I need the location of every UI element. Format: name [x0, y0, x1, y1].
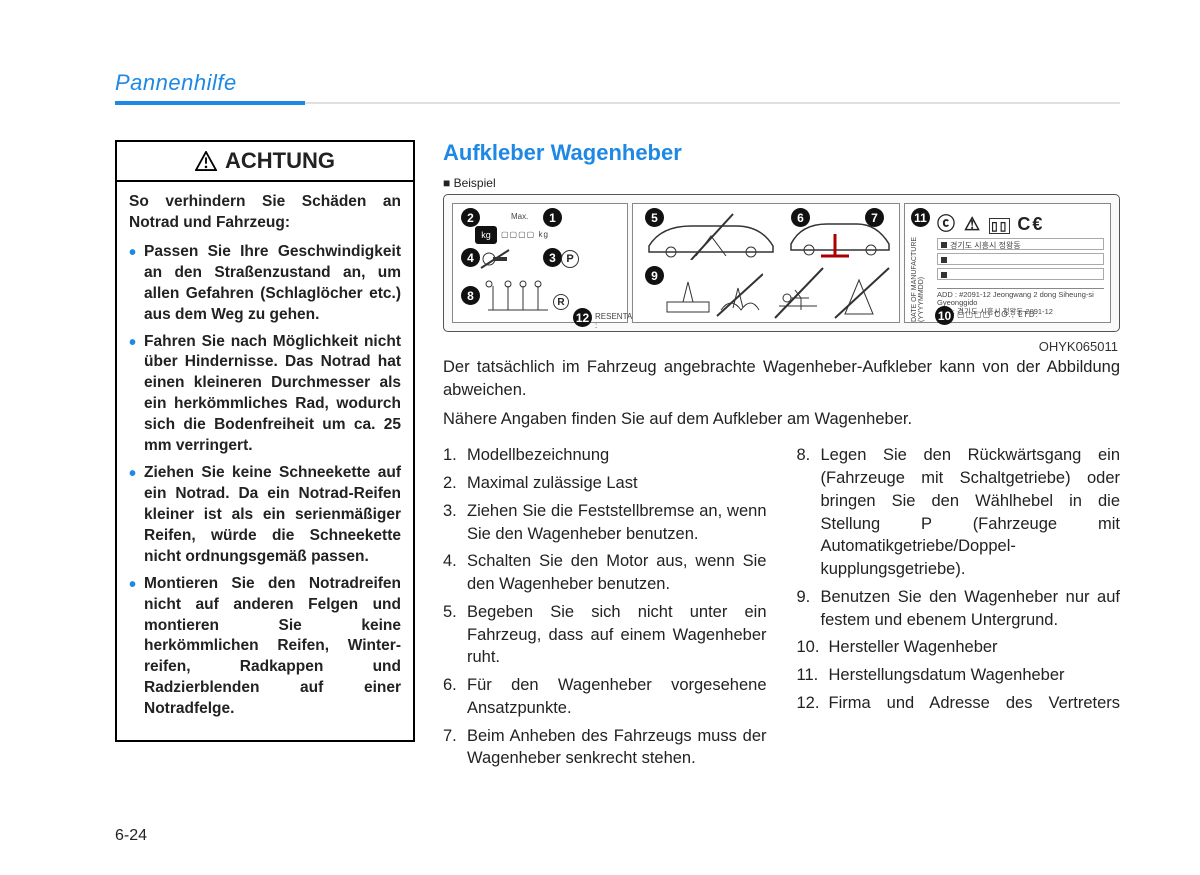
numbered-list-right: 8.Legen Sie den Rückwärtsgang ein (Fahrz…: [797, 444, 1121, 775]
example-label: ■ Beispiel: [443, 176, 1120, 190]
figure-caption: Nähere Angaben finden Sie auf dem Aufkle…: [443, 408, 1120, 431]
figure-code: OHYK065011: [1039, 339, 1118, 354]
section-header: Pannenhilfe: [115, 70, 1120, 96]
page-number: 6-24: [115, 827, 147, 845]
list-item: 9.Benutzen Sie den Wagenheber nur auf fe…: [797, 586, 1121, 632]
list-item: 11.Herstellungsdatum Wagenheber: [797, 664, 1121, 687]
list-item: 7.Beim Anheben des Fahrzeugs muss der Wa…: [443, 725, 767, 771]
warning-lead: So verhindern Sie Schäden an Notrad und …: [129, 192, 401, 234]
warning-bullet: •Passen Sie Ihre Geschwindig­keit an den…: [129, 242, 401, 326]
list-item: 2.Maximal zulässige Last: [443, 472, 767, 495]
list-item: 1.Modellbezeichnung: [443, 444, 767, 467]
warning-heading: ACHTUNG: [117, 142, 413, 182]
warning-bullet: •Fahren Sie nach Möglichkeit nicht über …: [129, 332, 401, 458]
warning-bullet: •Ziehen Sie keine Schneekette auf ein No…: [129, 463, 401, 568]
subsection-title: Aufkleber Wagenheber: [443, 140, 1120, 166]
warning-box: ACHTUNG So verhindern Sie Schäden an Not…: [115, 140, 415, 742]
list-item: 12.Firma und Adresse des Vertreters: [797, 692, 1121, 715]
list-item: 8.Legen Sie den Rückwärtsgang ein (Fahrz…: [797, 444, 1121, 581]
jack-label-figure: 2 1 Max. kg ▢▢▢▢ kg 4 3 P 8: [443, 194, 1120, 332]
warning-triangle-icon: [195, 151, 217, 171]
figure-caption: Der tatsächlich im Fahrzeug angebrachte …: [443, 356, 1120, 402]
list-item: 6.Für den Wagenheber vorge­sehene Ansatz…: [443, 674, 767, 720]
manual-page: Pannenhilfe ACHTUNG So verhindern Sie Sc…: [0, 0, 1200, 875]
jack-label-illustration: 2 1 Max. kg ▢▢▢▢ kg 4 3 P 8: [443, 194, 1120, 332]
list-item: 3.Ziehen Sie die Feststellbremse an, wen…: [443, 500, 767, 546]
list-item: 5.Begeben Sie sich nicht unter ein Fahrz…: [443, 601, 767, 669]
list-item: 10.Hersteller Wagenheber: [797, 636, 1121, 659]
warning-bullet: •Montieren Sie den Not­radreifen nicht a…: [129, 574, 401, 720]
warning-heading-text: ACHTUNG: [225, 148, 335, 174]
list-item: 4.Schalten Sie den Motor aus, wenn Sie d…: [443, 550, 767, 596]
header-rule: [115, 102, 1120, 104]
numbered-list-left: 1.Modellbezeichnung 2.Maximal zulässige …: [443, 444, 767, 775]
